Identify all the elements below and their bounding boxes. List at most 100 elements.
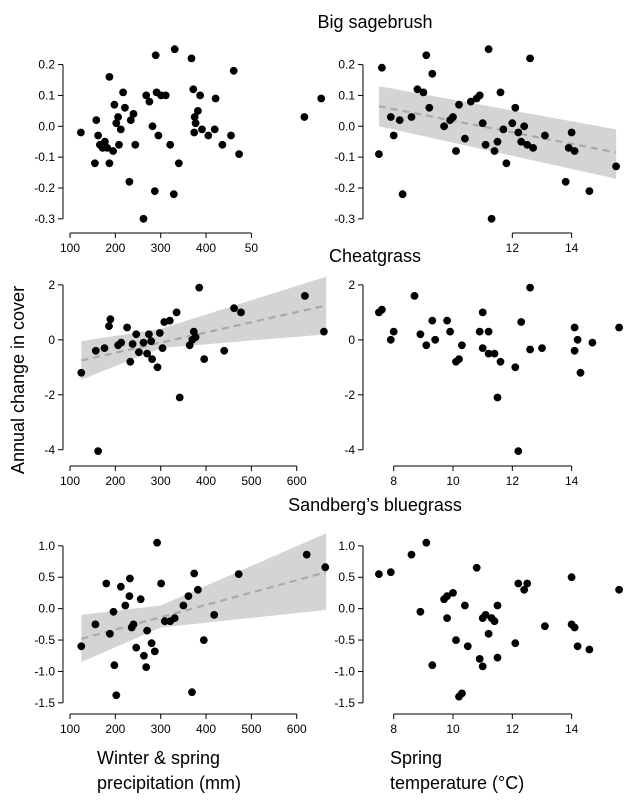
data-point <box>612 162 620 171</box>
data-point <box>321 563 330 572</box>
y-tick-label: -2 <box>344 388 355 402</box>
data-point <box>419 88 428 97</box>
data-point <box>198 125 206 134</box>
data-point <box>526 54 534 63</box>
data-point <box>170 614 179 622</box>
data-point <box>425 103 434 112</box>
y-tick-label: -0.2 <box>334 181 355 195</box>
data-point <box>234 570 243 578</box>
x-tick-label: 500 <box>241 722 261 736</box>
data-point <box>576 368 585 377</box>
data-point <box>125 177 134 186</box>
data-point <box>520 585 529 594</box>
data-point <box>514 128 523 137</box>
data-point <box>529 144 537 152</box>
x-tick-label: 12 <box>506 474 520 488</box>
row-title-sandbergs-bluegrass: Sandberg’s bluegrass <box>288 495 462 515</box>
data-point <box>155 329 164 337</box>
data-point <box>407 113 416 121</box>
panel-3: -4 -2 0 2 100 200 300 400 500 600 <box>44 276 328 488</box>
data-point <box>588 338 597 347</box>
data-point <box>165 316 174 325</box>
data-point <box>210 611 219 619</box>
data-point <box>227 131 235 140</box>
x-tick-label: 8 <box>390 722 397 736</box>
data-point <box>147 337 156 346</box>
data-point <box>410 292 419 300</box>
x-tick-label: 100 <box>60 722 80 736</box>
data-point <box>511 363 520 372</box>
x-tick-label: 12 <box>506 241 520 255</box>
data-point <box>428 661 437 670</box>
x-tick-label: 400 <box>196 474 216 488</box>
data-point <box>386 568 395 577</box>
data-point <box>466 97 475 106</box>
row-title-cheatgrass: Cheatgrass <box>329 246 421 266</box>
data-point <box>378 305 386 314</box>
data-point <box>196 91 205 100</box>
data-point <box>143 349 152 358</box>
data-point <box>484 327 493 336</box>
data-point <box>484 45 493 54</box>
data-point <box>585 187 594 196</box>
data-point <box>481 611 490 619</box>
data-point <box>150 187 159 196</box>
data-point <box>455 100 463 109</box>
x-axis-title-right-line2: temperature (°C) <box>390 773 524 793</box>
data-point <box>564 144 573 152</box>
data-point <box>526 283 534 292</box>
data-point <box>455 355 463 363</box>
data-point <box>235 150 244 159</box>
data-point <box>126 357 135 366</box>
data-point <box>154 131 163 140</box>
data-point <box>169 190 178 199</box>
x-tick-label: 400 <box>196 722 216 736</box>
data-point <box>452 147 460 155</box>
data-point <box>517 318 526 326</box>
data-point <box>112 691 121 700</box>
data-point <box>153 363 162 372</box>
data-point <box>91 159 99 168</box>
data-point <box>490 617 499 626</box>
x-tick-label: 200 <box>105 474 125 488</box>
data-point <box>189 85 198 94</box>
y-tick-label: -4 <box>344 443 355 457</box>
data-point <box>91 346 100 355</box>
data-point <box>502 159 511 168</box>
data-point <box>389 131 398 140</box>
data-point <box>422 341 431 350</box>
data-point <box>129 110 138 118</box>
data-point <box>128 340 137 348</box>
data-point <box>106 629 114 638</box>
data-point <box>114 113 122 121</box>
data-point <box>615 323 623 332</box>
data-point <box>478 344 487 352</box>
data-point <box>570 323 579 332</box>
y-tick-label: 1.0 <box>338 539 355 553</box>
x-tick-label: 10 <box>446 474 460 488</box>
panel-6: -1.5 -1.0 -0.5 0.0 0.5 1.0 8 10 12 14 <box>334 538 623 736</box>
data-point <box>300 113 309 121</box>
data-point <box>157 579 166 588</box>
data-point <box>416 330 425 339</box>
data-point <box>77 368 86 377</box>
y-tick-label: -0.1 <box>34 150 55 164</box>
panel-2: -0.3 -0.2 -0.1 0.0 0.1 0.2 12 14 <box>334 45 620 255</box>
data-point <box>570 623 579 632</box>
data-point <box>121 103 129 112</box>
data-point <box>398 190 407 199</box>
data-point <box>487 214 496 223</box>
data-point <box>496 357 505 366</box>
data-point <box>493 601 502 610</box>
data-point <box>561 177 570 186</box>
data-point <box>237 308 245 317</box>
y-tick-label: 0.2 <box>338 58 355 72</box>
row-title-big-sagebrush: Big sagebrush <box>317 12 432 32</box>
y-tick-label: 0.1 <box>38 88 55 102</box>
confidence-band <box>378 86 617 179</box>
data-point <box>109 147 117 155</box>
data-point <box>105 159 114 168</box>
data-point <box>475 91 484 100</box>
y-tick-label: 0.5 <box>338 570 355 584</box>
